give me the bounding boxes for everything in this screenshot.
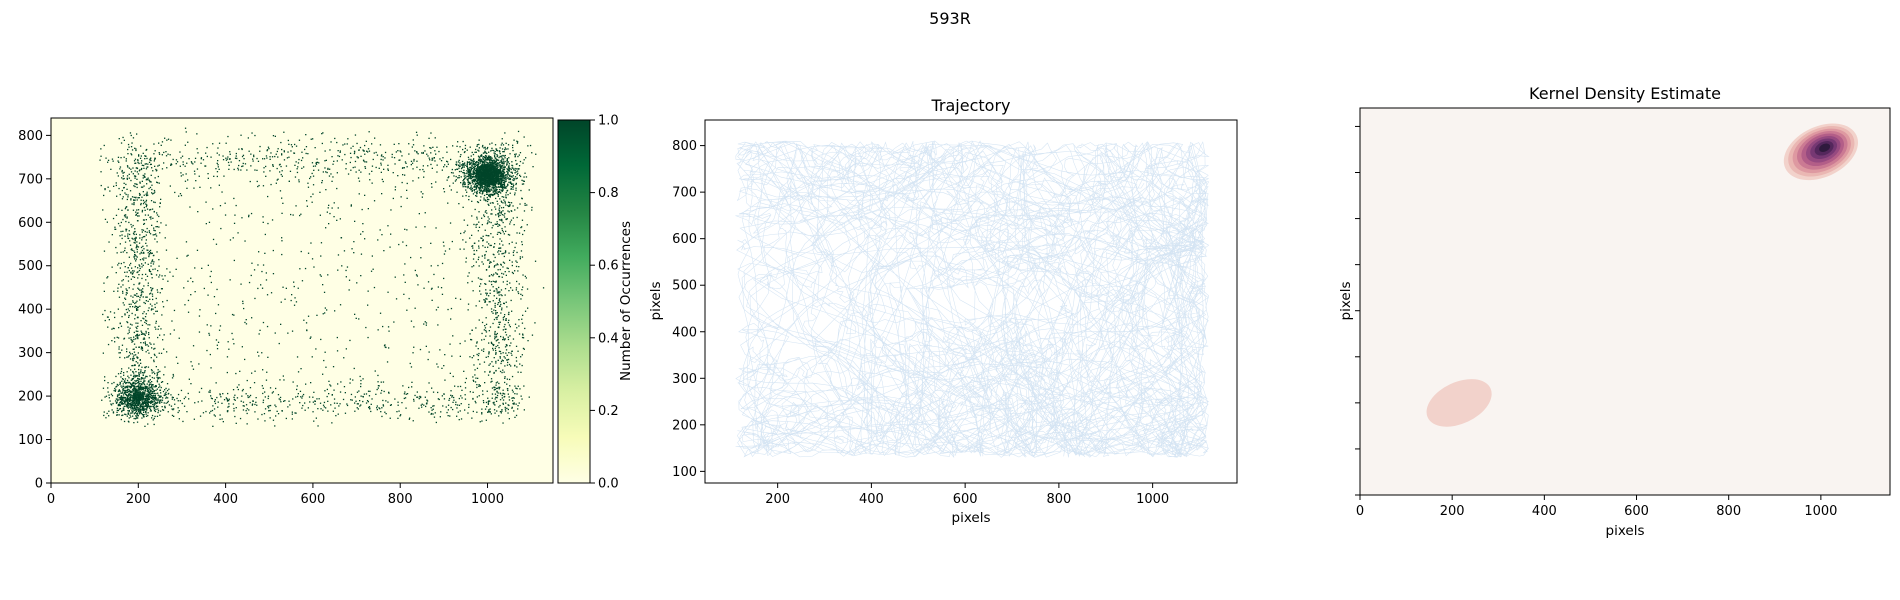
colorbar-tick-label: 1.0 — [598, 114, 619, 129]
trajectory-panel: 200 400 600 800 1000 100 200 300 400 500 600 700 80… — [648, 96, 1238, 526]
kde-x-tick-label: 400 — [1532, 504, 1557, 519]
heatmap-points — [99, 127, 545, 427]
trajectory-frame — [704, 119, 1238, 484]
trajectory-y-tick-label: 200 — [672, 418, 697, 433]
kde-x-tick-label: 800 — [1716, 504, 1741, 519]
trajectory-x-tick-label: 400 — [859, 492, 884, 507]
kde-contours — [1426, 123, 1859, 427]
heatmap-y-tick-label: 0 — [35, 477, 43, 492]
heatmap-y-tick-label: 500 — [18, 259, 43, 274]
kde-x-tick-label: 200 — [1440, 504, 1465, 519]
colorbar-gradient — [558, 120, 590, 483]
kde-x-axis: 0 200 400 600 800 1000 — [1356, 495, 1837, 519]
trajectory-x-tick-label: 800 — [1046, 492, 1071, 507]
trajectory-y-tick-label: 600 — [672, 232, 697, 247]
heatmap-panel: 0 200 400 600 800 1000 0 100 200 300 400 500 600 700… — [18, 117, 554, 507]
kde-x-tick-label: 0 — [1356, 504, 1364, 519]
heatmap-x-tick-label: 800 — [388, 492, 413, 507]
trajectory-x-tick-label: 600 — [953, 492, 978, 507]
trajectory-y-axis: 100 200 300 400 500 600 700 800 — [672, 139, 705, 480]
trajectory-path — [735, 140, 1210, 458]
kde-y-axis — [1355, 125, 1360, 496]
heatmap-y-tick-label: 200 — [18, 390, 43, 405]
kde-title: Kernel Density Estimate — [1529, 84, 1721, 103]
colorbar-tick-label: 0.0 — [598, 477, 619, 492]
heatmap-y-tick-label: 800 — [18, 129, 43, 144]
kde-contour-level — [1819, 143, 1831, 152]
heatmap-x-tick-label: 1000 — [471, 492, 504, 507]
heatmap-x-axis: 0 200 400 600 800 1000 — [47, 483, 504, 507]
kde-contour-level — [1426, 379, 1492, 427]
kde-panel: 0 200 400 600 800 1000 Kernel Density Estimat… — [1338, 84, 1891, 539]
heatmap-y-tick-label: 600 — [18, 216, 43, 231]
heatmap-x-tick-label: 0 — [47, 492, 55, 507]
trajectory-x-axis: 200 400 600 800 1000 — [765, 483, 1169, 507]
heatmap-hotspot-core — [132, 391, 144, 402]
trajectory-y-tick-label: 300 — [672, 372, 697, 387]
trajectory-y-tick-label: 400 — [672, 325, 697, 340]
heatmap-x-tick-label: 200 — [126, 492, 151, 507]
heatmap-x-tick-label: 600 — [300, 492, 325, 507]
heatmap-y-tick-label: 400 — [18, 303, 43, 318]
trajectory-xlabel: pixels — [952, 510, 991, 526]
colorbar: 0.0 0.2 0.4 0.6 0.8 1.0 Number of Occurrences — [557, 114, 634, 492]
trajectory-line — [735, 140, 1210, 458]
trajectory-x-tick-label: 200 — [765, 492, 790, 507]
colorbar-ticks: 0.0 0.2 0.4 0.6 0.8 1.0 — [590, 114, 619, 492]
trajectory-title: Trajectory — [931, 96, 1011, 115]
colorbar-tick-label: 0.4 — [598, 331, 619, 346]
kde-frame — [1359, 107, 1891, 496]
heatmap-frame — [50, 117, 554, 484]
heatmap-y-axis: 0 100 200 300 400 500 600 700 800 — [18, 129, 51, 492]
colorbar-tick-label: 0.8 — [598, 186, 619, 201]
kde-xlabel: pixels — [1606, 523, 1645, 539]
trajectory-ylabel: pixels — [648, 282, 664, 321]
colorbar-tick-label: 0.2 — [598, 404, 619, 419]
heatmap-hotspot-core — [475, 163, 500, 186]
heatmap-y-tick-label: 100 — [18, 433, 43, 448]
trajectory-y-tick-label: 500 — [672, 279, 697, 294]
colorbar-label: Number of Occurrences — [618, 221, 634, 381]
trajectory-y-tick-label: 700 — [672, 186, 697, 201]
colorbar-tick-label: 0.6 — [598, 259, 619, 274]
kde-x-tick-label: 600 — [1624, 504, 1649, 519]
trajectory-y-tick-label: 800 — [672, 139, 697, 154]
trajectory-x-tick-label: 1000 — [1136, 492, 1169, 507]
colorbar-frame — [557, 119, 591, 484]
heatmap-x-tick-label: 400 — [213, 492, 238, 507]
kde-x-tick-label: 1000 — [1804, 504, 1837, 519]
heatmap-y-tick-label: 300 — [18, 346, 43, 361]
trajectory-y-tick-label: 100 — [672, 465, 697, 480]
heatmap-plot-area — [51, 118, 553, 483]
figure-suptitle: 593R — [929, 9, 971, 28]
heatmap-y-tick-label: 700 — [18, 172, 43, 187]
kde-ylabel: pixels — [1338, 282, 1354, 321]
